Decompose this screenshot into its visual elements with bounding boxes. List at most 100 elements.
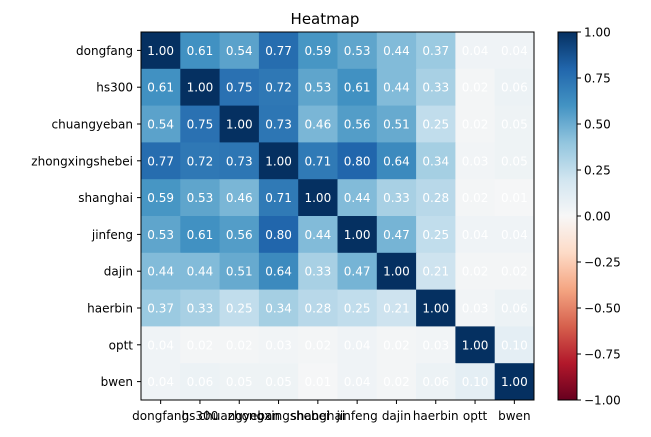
cell-value-label: 0.75 — [226, 81, 253, 95]
heatmap-cell — [298, 142, 338, 180]
heatmap-cell — [416, 289, 456, 327]
colorbar-tick-label: 0.50 — [584, 118, 611, 132]
heatmap-cell — [258, 68, 299, 107]
cell-value-label: 0.72 — [265, 81, 292, 95]
heatmap-cell — [219, 105, 260, 143]
heatmap-cell — [180, 363, 221, 401]
cell-value-label: 0.04 — [147, 338, 174, 352]
cell-value-label: 0.06 — [422, 375, 449, 389]
cell-value-label: 1.00 — [265, 154, 292, 168]
cell-value-label: 0.53 — [187, 191, 214, 205]
cell-value-label: 0.61 — [187, 228, 214, 242]
cell-value-label: 0.46 — [304, 118, 331, 132]
heatmap-cell — [455, 326, 496, 364]
heatmap-cell — [180, 252, 221, 291]
heatmap-cell — [219, 252, 260, 291]
heatmap-cell — [337, 68, 378, 107]
cell-value-label: 0.03 — [265, 338, 292, 352]
cell-value-label: 0.04 — [344, 338, 371, 352]
heatmap-cell — [494, 363, 535, 401]
heatmap-cell — [298, 32, 338, 70]
x-tick-label: chuangyeban — [199, 409, 280, 423]
y-tick-label: shanghai — [78, 191, 133, 205]
heatmap-cell — [376, 32, 417, 70]
heatmap-cell — [219, 179, 260, 217]
heatmap-cell — [219, 68, 260, 107]
heatmap-cell — [337, 179, 378, 217]
heatmap-cell — [258, 326, 299, 364]
cell-value-label: 0.06 — [187, 375, 214, 389]
heatmap-cell — [141, 252, 181, 291]
x-tick-label: jinfeng — [336, 409, 378, 423]
heatmap-cell — [298, 216, 338, 254]
cell-value-label: 0.01 — [501, 191, 528, 205]
cell-value-label: 0.02 — [462, 265, 489, 279]
cell-value-label: 0.59 — [304, 44, 331, 58]
cell-value-label: 0.21 — [422, 265, 449, 279]
cell-value-label: 0.02 — [383, 375, 410, 389]
cell-value-label: 0.02 — [462, 191, 489, 205]
colorbar-tick-label: 0.25 — [584, 164, 611, 178]
heatmap-cell — [494, 216, 535, 254]
heatmap-cell — [219, 216, 260, 254]
heatmap-cell — [455, 252, 496, 291]
heatmap-cell — [416, 32, 456, 70]
heatmap-cell — [337, 32, 378, 70]
cell-value-label: 0.04 — [462, 44, 489, 58]
heatmap-cell — [298, 105, 338, 143]
cell-value-label: 0.05 — [265, 375, 292, 389]
heatmap-cell — [494, 68, 535, 107]
heatmap-cell — [376, 216, 417, 254]
heatmap-cell — [494, 326, 535, 364]
heatmap-cell — [455, 142, 496, 180]
colorbar-tick-label: −0.25 — [584, 256, 621, 270]
heatmap-cell — [455, 363, 496, 401]
x-tick-label: haerbin — [413, 409, 459, 423]
cell-value-label: 0.03 — [422, 338, 449, 352]
cell-value-label: 0.34 — [265, 302, 292, 316]
cell-value-label: 0.46 — [226, 191, 253, 205]
y-axis-ticks: dongfang hs300 chuangyeban zhongxingshebei s… — [31, 44, 141, 389]
cell-value-label: 1.00 — [147, 44, 174, 58]
x-tick-label: optt — [463, 409, 488, 423]
cell-value-label: 0.73 — [226, 154, 253, 168]
cell-value-label: 0.61 — [344, 81, 371, 95]
heatmap-cell — [298, 363, 338, 401]
cell-value-label: 0.05 — [501, 154, 528, 168]
cell-value-label: 0.37 — [422, 44, 449, 58]
heatmap-cell — [376, 105, 417, 143]
cell-value-label: 0.37 — [147, 302, 174, 316]
cell-value-label: 0.04 — [462, 228, 489, 242]
heatmap-cell — [298, 289, 338, 327]
x-tick-label: dongfang — [132, 409, 189, 423]
cell-value-label: 0.44 — [187, 265, 214, 279]
cell-value-label: 0.06 — [501, 302, 528, 316]
x-tick-label: bwen — [498, 409, 530, 423]
heatmap-cell — [258, 105, 299, 143]
heatmap-cell — [416, 142, 456, 180]
chart-title: Heatmap — [291, 10, 360, 28]
heatmap-cell — [258, 363, 299, 401]
cell-value-label: 0.44 — [344, 191, 371, 205]
cell-value-label: 0.04 — [344, 375, 371, 389]
heatmap-cell — [416, 105, 456, 143]
cell-value-label: 0.44 — [383, 44, 410, 58]
x-axis-ticks: dongfanghs300chuangyebanzhongxingshebeis… — [132, 400, 531, 423]
cell-value-label: 0.47 — [344, 265, 371, 279]
heatmap-cell — [455, 289, 496, 327]
heatmap-cell — [258, 32, 299, 70]
heatmap-cell — [141, 179, 181, 217]
heatmap-cell — [219, 326, 260, 364]
heatmap-cell — [416, 363, 456, 401]
heatmap-cell — [141, 68, 181, 107]
y-tick-label: hs300 — [96, 81, 133, 95]
cell-value-label: 1.00 — [462, 338, 489, 352]
heatmap-cell — [337, 252, 378, 291]
y-tick-label: haerbin — [87, 302, 133, 316]
cell-value-label: 0.51 — [226, 265, 253, 279]
heatmap-cell — [298, 68, 338, 107]
cell-value-label: 0.71 — [265, 191, 292, 205]
heatmap-cell — [376, 363, 417, 401]
cell-value-label: 0.59 — [147, 191, 174, 205]
heatmap-cell — [141, 142, 181, 180]
